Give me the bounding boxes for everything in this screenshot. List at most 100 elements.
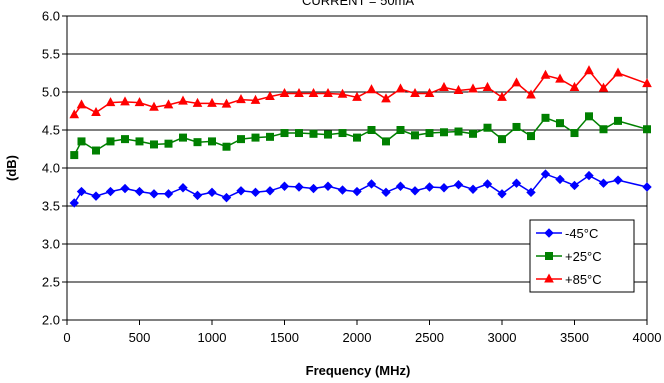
data-point: [555, 174, 565, 185]
data-point: [453, 180, 464, 190]
data-point: [279, 181, 290, 191]
data-point: [541, 113, 550, 122]
data-point: [266, 132, 274, 141]
data-point: [250, 187, 261, 198]
data-point: [381, 93, 391, 103]
data-point: [192, 190, 203, 201]
chart-title: CURRENT = 50mA: [302, 0, 414, 8]
data-point: [527, 132, 535, 141]
data-point: [381, 187, 391, 198]
y-tick-label: 4.5: [42, 123, 60, 138]
data-point: [353, 133, 361, 142]
data-point: [178, 95, 188, 105]
data-point: [120, 183, 130, 194]
data-point: [163, 99, 174, 109]
data-point: [279, 87, 290, 98]
data-point: [410, 87, 420, 98]
x-tick-label: 0: [63, 330, 70, 345]
data-point: [367, 126, 376, 134]
data-point: [482, 81, 493, 91]
data-point: [643, 125, 651, 134]
data-point: [598, 82, 609, 92]
data-point: [150, 140, 158, 149]
data-point: [540, 69, 551, 79]
series-1: [69, 169, 652, 208]
series-3: [69, 65, 652, 119]
data-point: [425, 129, 434, 138]
data-point: [149, 101, 159, 111]
x-axis: 0 500 1000 1500 2000 2500 3000 3500 4000: [63, 320, 661, 345]
data-point: [599, 125, 608, 134]
data-point: [76, 99, 87, 109]
data-point: [135, 137, 144, 146]
data-point: [613, 67, 623, 77]
data-point: [121, 135, 129, 144]
data-point: [251, 133, 260, 142]
data-point: [584, 65, 594, 75]
data-point: [497, 189, 507, 199]
data-point: [105, 97, 116, 107]
data-point: [164, 139, 173, 148]
x-axis-label: Frequency (MHz): [306, 363, 411, 378]
data-point: [453, 84, 464, 94]
data-point: [395, 181, 406, 191]
y-tick-label: 2.0: [42, 313, 60, 328]
y-axis: 2.0 2.5 3.0 3.5 4.0 4.5 5.0 5.5 6.0: [42, 9, 67, 328]
data-point: [193, 138, 202, 147]
data-point: [236, 186, 246, 196]
data-point: [526, 89, 536, 99]
legend-marker: [544, 273, 554, 283]
y-tick-label: 4.0: [42, 161, 60, 176]
data-point: [134, 186, 145, 197]
data-point: [584, 170, 594, 181]
data-point: [555, 73, 565, 83]
data-point: [585, 112, 593, 121]
data-point: [178, 183, 188, 193]
y-tick-label: 6.0: [42, 9, 60, 24]
y-tick-label: 5.5: [42, 47, 60, 62]
data-point: [338, 129, 347, 138]
data-point: [512, 122, 521, 131]
data-point: [511, 77, 522, 87]
data-point: [280, 129, 289, 138]
x-tick-label: 2500: [415, 330, 444, 345]
y-axis-label: (dB): [4, 155, 19, 181]
data-point: [424, 182, 435, 192]
data-point: [91, 191, 101, 201]
y-tick-label: 5.0: [42, 85, 60, 100]
data-point: [337, 88, 348, 98]
data-point: [598, 178, 609, 188]
y-tick-label: 3.0: [42, 237, 60, 252]
legend-label: -45°C: [565, 226, 598, 241]
data-point: [556, 119, 564, 128]
data-point: [366, 84, 377, 94]
data-point: [295, 129, 303, 138]
data-point: [207, 187, 217, 198]
x-tick-label: 4000: [633, 330, 662, 345]
data-point: [468, 83, 478, 93]
x-tick-label: 3500: [560, 330, 589, 345]
data-point: [454, 127, 463, 136]
data-point: [149, 189, 159, 199]
data-point: [105, 186, 116, 197]
data-point: [134, 97, 145, 107]
series-group: [69, 65, 652, 208]
data-point: [92, 146, 100, 155]
data-point: [76, 186, 87, 197]
data-point: [265, 90, 275, 101]
x-tick-label: 3000: [488, 330, 517, 345]
y-tick-label: 2.5: [42, 275, 60, 290]
data-point: [395, 83, 406, 93]
data-point: [440, 128, 448, 137]
data-point: [192, 97, 203, 107]
x-tick-label: 1000: [198, 330, 227, 345]
data-point: [77, 137, 86, 146]
data-point: [469, 129, 477, 138]
data-point: [163, 189, 174, 199]
data-point: [294, 87, 304, 98]
data-point: [221, 192, 232, 203]
data-point: [250, 94, 261, 104]
y-tick-label: 3.5: [42, 199, 60, 214]
data-point: [483, 123, 492, 132]
